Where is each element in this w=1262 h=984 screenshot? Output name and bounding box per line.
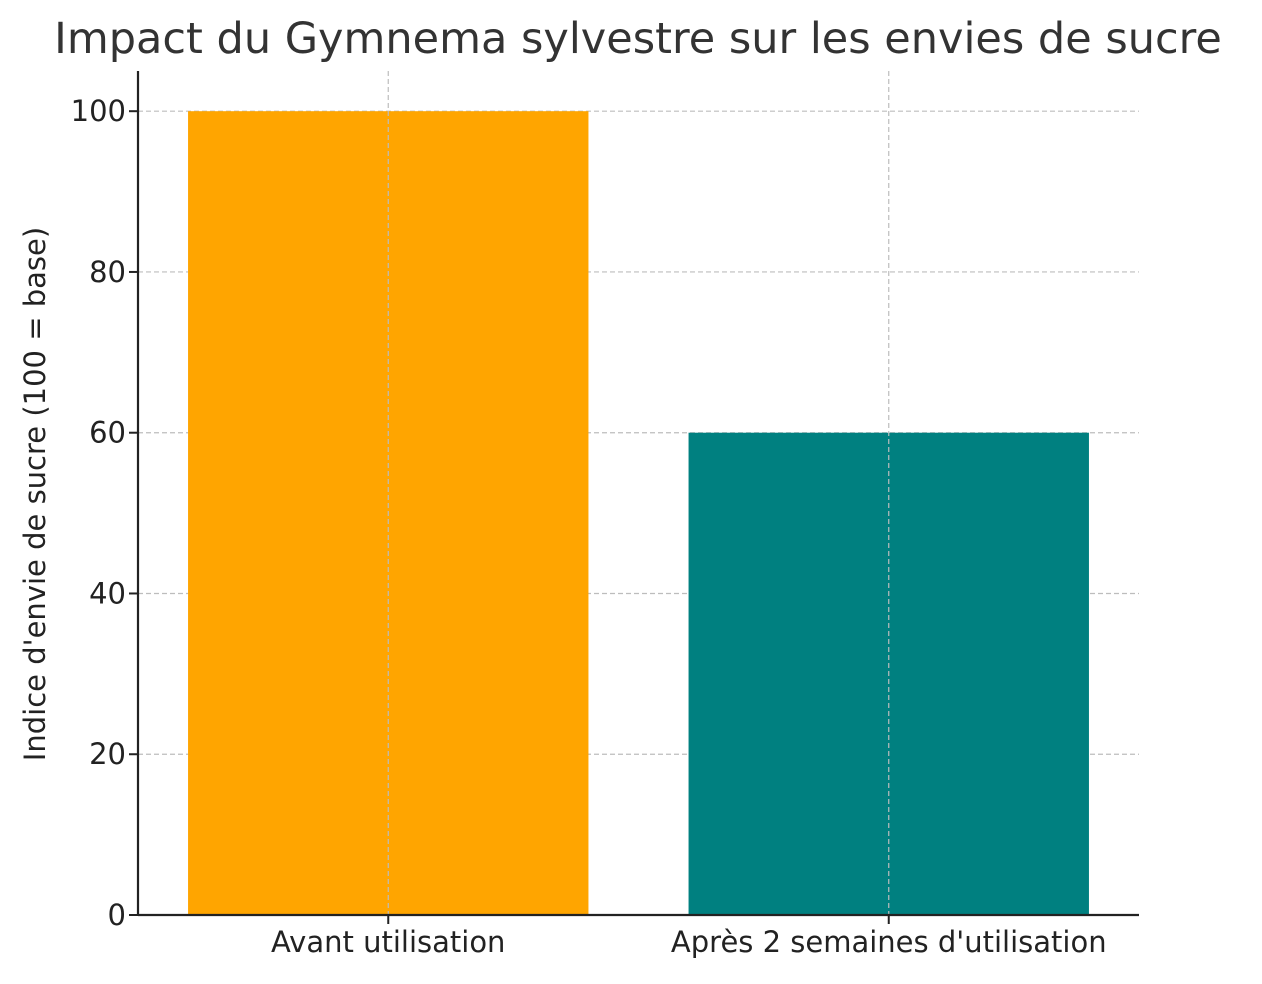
y-tick-label: 100 bbox=[71, 94, 126, 128]
axes bbox=[129, 71, 1139, 924]
x-tick-label: Après 2 semaines d'utilisation bbox=[671, 925, 1107, 959]
y-tick-label: 80 bbox=[89, 255, 126, 289]
y-tick-label: 0 bbox=[108, 898, 126, 932]
y-tick-label: 20 bbox=[89, 737, 126, 771]
x-tick-labels: Avant utilisation Après 2 semaines d'util… bbox=[271, 925, 1107, 959]
chart-title: Impact du Gymnema sylvestre sur les envi… bbox=[54, 14, 1222, 64]
y-tick-label: 60 bbox=[89, 416, 126, 450]
x-tick-label: Avant utilisation bbox=[271, 925, 505, 959]
y-tick-labels: 0 20 40 60 80 100 bbox=[71, 94, 126, 932]
y-axis-label: Indice d'envie de sucre (100 = base) bbox=[18, 227, 52, 761]
y-tick-label: 40 bbox=[89, 576, 126, 610]
bars bbox=[188, 111, 1089, 915]
vertical-grid-lines bbox=[387, 71, 890, 915]
